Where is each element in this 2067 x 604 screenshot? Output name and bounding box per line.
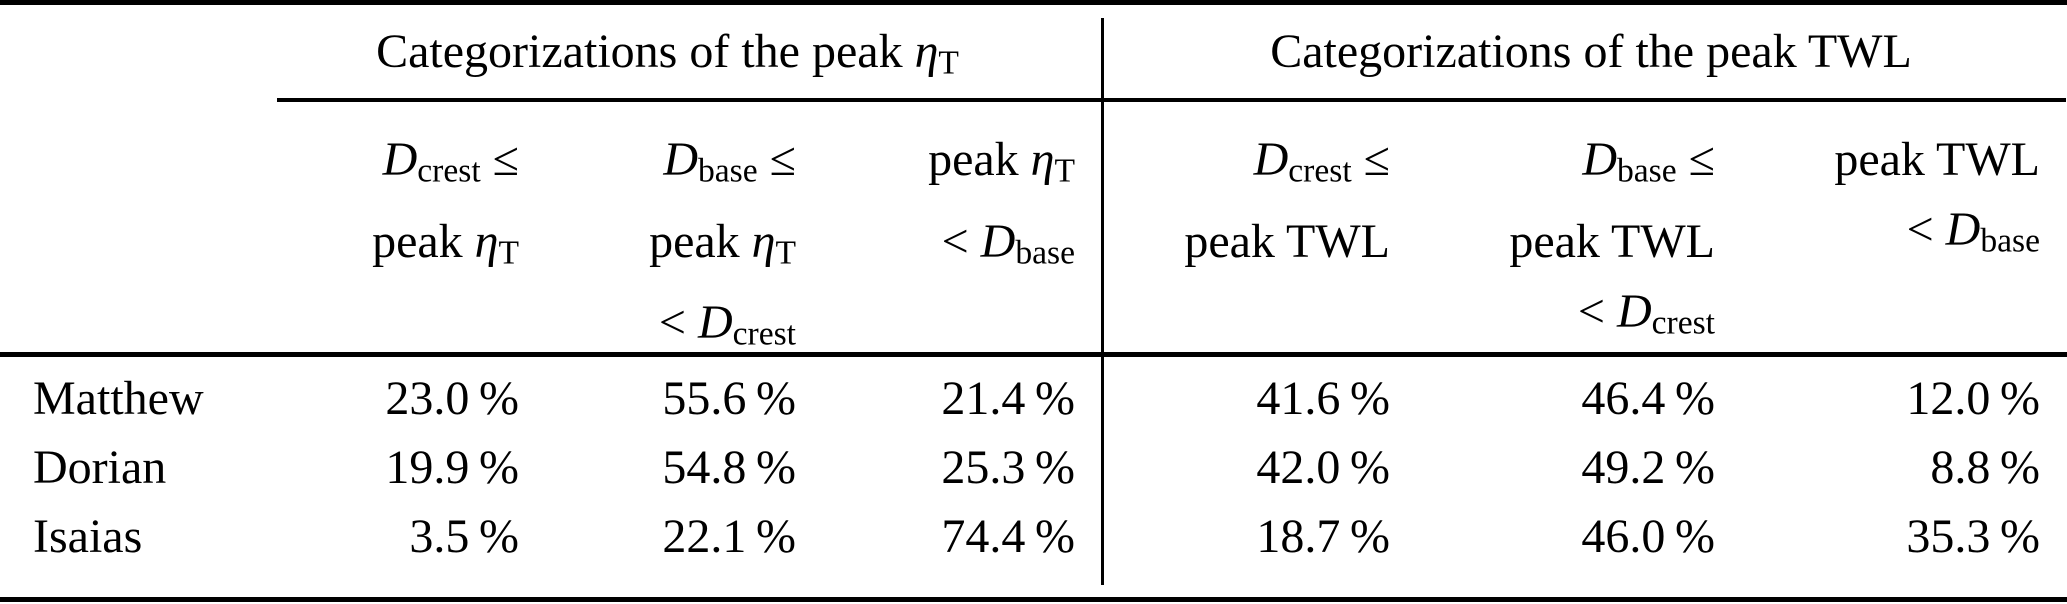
percentage-cell: 55.6 %: [662, 372, 796, 425]
math-subscript: T: [1054, 152, 1075, 190]
percentage-cell: 18.7 %: [1256, 510, 1390, 563]
math-variable: η: [1030, 133, 1055, 186]
math-variable: D: [663, 133, 698, 186]
column-header-line: peak ηT: [928, 125, 1075, 207]
math-subscript: crest: [417, 152, 481, 190]
percentage-cell: 22.1 %: [662, 510, 796, 563]
header-text: ≤: [480, 133, 519, 186]
percentage-cell: 74.4 %: [941, 510, 1075, 563]
math-variable: D: [1582, 133, 1617, 186]
header-body-separator-rule: [0, 352, 2067, 357]
header-text: <: [658, 296, 698, 350]
math-variable: η: [751, 214, 776, 268]
percentage-cell: 25.3 %: [941, 441, 1075, 494]
header-text: peak: [372, 214, 475, 268]
math-variable: η: [474, 214, 499, 268]
percentage-cell: 41.6 %: [1256, 372, 1390, 425]
row-label-storm-name: Matthew: [33, 372, 204, 425]
column-header: peak ηT < Dbase: [928, 125, 1075, 288]
math-variable: η: [914, 25, 939, 78]
math-subscript: base: [1616, 152, 1677, 190]
group-title-peak-twl: Categorizations of the peak TWL: [1115, 28, 2067, 76]
math-subscript: T: [498, 234, 519, 272]
row-label-storm-name: Dorian: [33, 441, 167, 494]
percentage-cell: 3.5 %: [409, 510, 519, 563]
math-subscript: base: [697, 152, 758, 190]
column-header: Dbase ≤ peak TWL < Dcrest: [1509, 125, 1715, 358]
math-subscript: T: [775, 234, 796, 272]
math-subscript: base: [1980, 222, 2040, 260]
header-underline-rule: [277, 98, 2066, 102]
column-header: Dbase ≤ peak ηT < Dcrest: [649, 125, 796, 370]
math-subscript: base: [1015, 234, 1075, 272]
group-divider-line: [1101, 357, 1104, 585]
header-text: ≤: [757, 133, 796, 186]
column-header-line: Dcrest ≤: [372, 125, 519, 207]
header-text: Categorizations of the peak: [376, 25, 915, 78]
header-text: peak: [649, 214, 752, 268]
percentage-cell: 21.4 %: [941, 372, 1075, 425]
percentage-cell: 42.0 %: [1256, 441, 1390, 494]
table-bottom-rule: [0, 597, 2067, 602]
header-text: peak TWL: [1834, 133, 2040, 186]
math-variable: D: [980, 214, 1016, 268]
column-header: peak TWL < Dbase: [1834, 125, 2040, 277]
percentage-cell: 49.2 %: [1581, 441, 1715, 494]
percentage-cell: 8.8 %: [1930, 441, 2040, 494]
group-divider-line: [1101, 18, 1104, 98]
header-text: ≤: [1676, 133, 1715, 186]
percentage-cell: 35.3 %: [1906, 510, 2040, 563]
column-header-line: peak TWL: [1184, 207, 1390, 277]
header-text: peak TWL: [1184, 214, 1390, 268]
percentage-cell: 54.8 %: [662, 441, 796, 494]
math-subscript: T: [938, 44, 959, 82]
header-text: <: [1906, 203, 1946, 256]
percentage-cell: 46.4 %: [1581, 372, 1715, 425]
column-header-line: < Dcrest: [1509, 277, 1715, 359]
column-header-line: < Dbase: [928, 207, 1075, 289]
column-header-line: peak ηT: [649, 207, 796, 289]
header-text: <: [1577, 284, 1617, 338]
table-top-rule: [0, 0, 2067, 5]
math-variable: D: [1616, 284, 1652, 338]
percentage-cell: 23.0 %: [385, 372, 519, 425]
percentage-cell: 46.0 %: [1581, 510, 1715, 563]
column-header-line: Dcrest ≤: [1184, 125, 1390, 207]
math-subscript: crest: [732, 316, 796, 354]
row-label-storm-name: Isaias: [33, 510, 143, 563]
math-subscript: crest: [1288, 152, 1352, 190]
percentage-cell: 12.0 %: [1906, 372, 2040, 425]
math-variable: D: [1253, 133, 1289, 186]
column-header-line: Dbase ≤: [1509, 125, 1715, 207]
column-header-line: peak ηT: [372, 207, 519, 289]
header-text: peak TWL: [1509, 214, 1715, 268]
column-header-line: < Dcrest: [649, 288, 796, 370]
column-header-line: < Dbase: [1834, 195, 2040, 277]
math-variable: D: [697, 296, 733, 350]
math-variable: D: [382, 133, 418, 186]
percentage-cell: 19.9 %: [385, 441, 519, 494]
column-header: Dcrest ≤ peak TWL: [1184, 125, 1390, 277]
header-text: peak: [928, 133, 1031, 186]
header-text: <: [941, 214, 981, 268]
column-header-line: Dbase ≤: [649, 125, 796, 207]
column-header: Dcrest ≤ peak ηT: [372, 125, 519, 288]
column-header-line: peak TWL: [1834, 125, 2040, 195]
column-header-line: peak TWL: [1509, 207, 1715, 277]
header-text: Categorizations of the peak TWL: [1270, 25, 1912, 78]
math-variable: D: [1945, 203, 1981, 256]
group-divider-line: [1101, 102, 1104, 352]
group-title-peak-eta: Categorizations of the peak ηT: [245, 25, 1090, 82]
math-subscript: crest: [1651, 304, 1715, 342]
header-text: ≤: [1351, 133, 1390, 186]
